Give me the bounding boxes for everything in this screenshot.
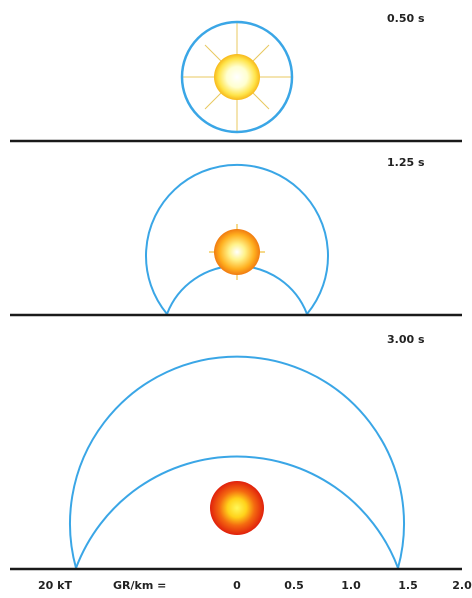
- tick-label-0-5: 0.5: [284, 579, 304, 592]
- fireball: [214, 229, 260, 275]
- time-label-0-50s: 0.50 s: [387, 12, 425, 25]
- time-label-3-00s: 3.00 s: [387, 333, 425, 346]
- shock-front-sphere: [180, 20, 294, 134]
- incident-shock-front: [69, 355, 405, 569]
- yield-label: 20 kT: [38, 579, 72, 592]
- incident-shock-front: [145, 163, 329, 315]
- tick-label-1-5: 1.5: [398, 579, 418, 592]
- tick-label-2-0: 2.0: [452, 579, 472, 592]
- fireball: [214, 54, 260, 100]
- distance-axis-label: GR/km =: [113, 579, 166, 592]
- tick-label-1-0: 1.0: [341, 579, 361, 592]
- time-label-1-25s: 1.25 s: [387, 156, 425, 169]
- fireball: [210, 481, 264, 535]
- distance-axis: 20 kT GR/km = 0 0.5 1.0 1.5 2.0: [38, 579, 472, 592]
- tick-label-0: 0: [233, 579, 241, 592]
- reflected-shock-front: [75, 455, 399, 569]
- panel-1-25s: 1.25 s: [10, 156, 462, 317]
- panel-3-00s: 3.00 s: [10, 333, 462, 571]
- panel-0-50s: 0.50 s: [10, 12, 462, 143]
